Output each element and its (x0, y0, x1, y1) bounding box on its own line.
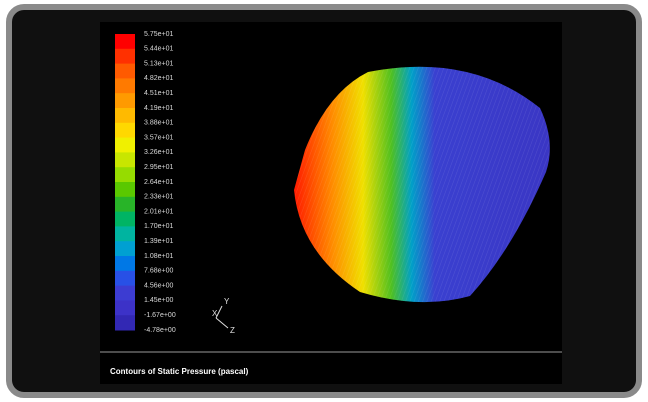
colorbar-band (115, 108, 135, 123)
colorbar-band (115, 34, 135, 49)
colorbar-band (115, 138, 135, 153)
colorbar-band (115, 271, 135, 286)
colorbar-label: 1.39e+01 (144, 238, 173, 245)
page: {"colorbar": {"labels": ["5.75e+01", "5.… (0, 0, 648, 402)
colorbar-band (115, 167, 135, 182)
colorbar-label: 4.56e+00 (144, 282, 173, 289)
colorbar-label: 1.08e+01 (144, 253, 173, 260)
colorbar-label: 4.51e+01 (144, 90, 173, 97)
colorbar-band (115, 152, 135, 167)
colorbar-label: 3.26e+01 (144, 149, 173, 156)
axis-label: X (212, 309, 218, 318)
colorbar-label: -4.78e+00 (144, 327, 176, 334)
colorbar-band (115, 300, 135, 315)
colorbar-band (115, 123, 135, 138)
caption: Contours of Static Pressure (pascal) (110, 367, 249, 376)
colorbar-label: 2.01e+01 (144, 208, 173, 215)
axis-label: Y (224, 297, 230, 306)
colorbar-band (115, 315, 135, 330)
colorbar: 5.75e+01 5.44e+01 5.13e+01 4.82e+01 4.51e+01… (115, 31, 176, 334)
colorbar-label: 4.82e+01 (144, 75, 173, 82)
colorbar-label: 3.57e+01 (144, 134, 173, 141)
colorbar-band (115, 64, 135, 79)
colorbar-band (115, 256, 135, 271)
colorbar-band (115, 78, 135, 93)
viewer: 5.75e+01 5.44e+01 5.13e+01 4.82e+01 4.51e+01… (0, 0, 648, 402)
colorbar-label: 5.13e+01 (144, 60, 173, 67)
colorbar-band (115, 49, 135, 64)
colorbar-band (115, 182, 135, 197)
colorbar-band (115, 197, 135, 212)
colorbar-label: 4.19e+01 (144, 105, 173, 112)
colorbar-band (115, 241, 135, 256)
colorbar-label: 7.68e+00 (144, 268, 173, 275)
colorbar-label: 5.75e+01 (144, 31, 173, 38)
colorbar-band (115, 286, 135, 301)
colorbar-band (115, 93, 135, 108)
colorbar-label: -1.67e+00 (144, 312, 176, 319)
colorbar-band (115, 226, 135, 241)
axis-label: Z (230, 326, 235, 335)
colorbar-label: 2.33e+01 (144, 194, 173, 201)
colorbar-band (115, 212, 135, 227)
colorbar-label: 3.88e+01 (144, 120, 173, 127)
colorbar-label: 1.45e+00 (144, 297, 173, 304)
colorbar-label: 5.44e+01 (144, 46, 173, 53)
colorbar-label: 2.95e+01 (144, 164, 173, 171)
colorbar-label: 2.64e+01 (144, 179, 173, 186)
colorbar-label: 1.70e+01 (144, 223, 173, 230)
